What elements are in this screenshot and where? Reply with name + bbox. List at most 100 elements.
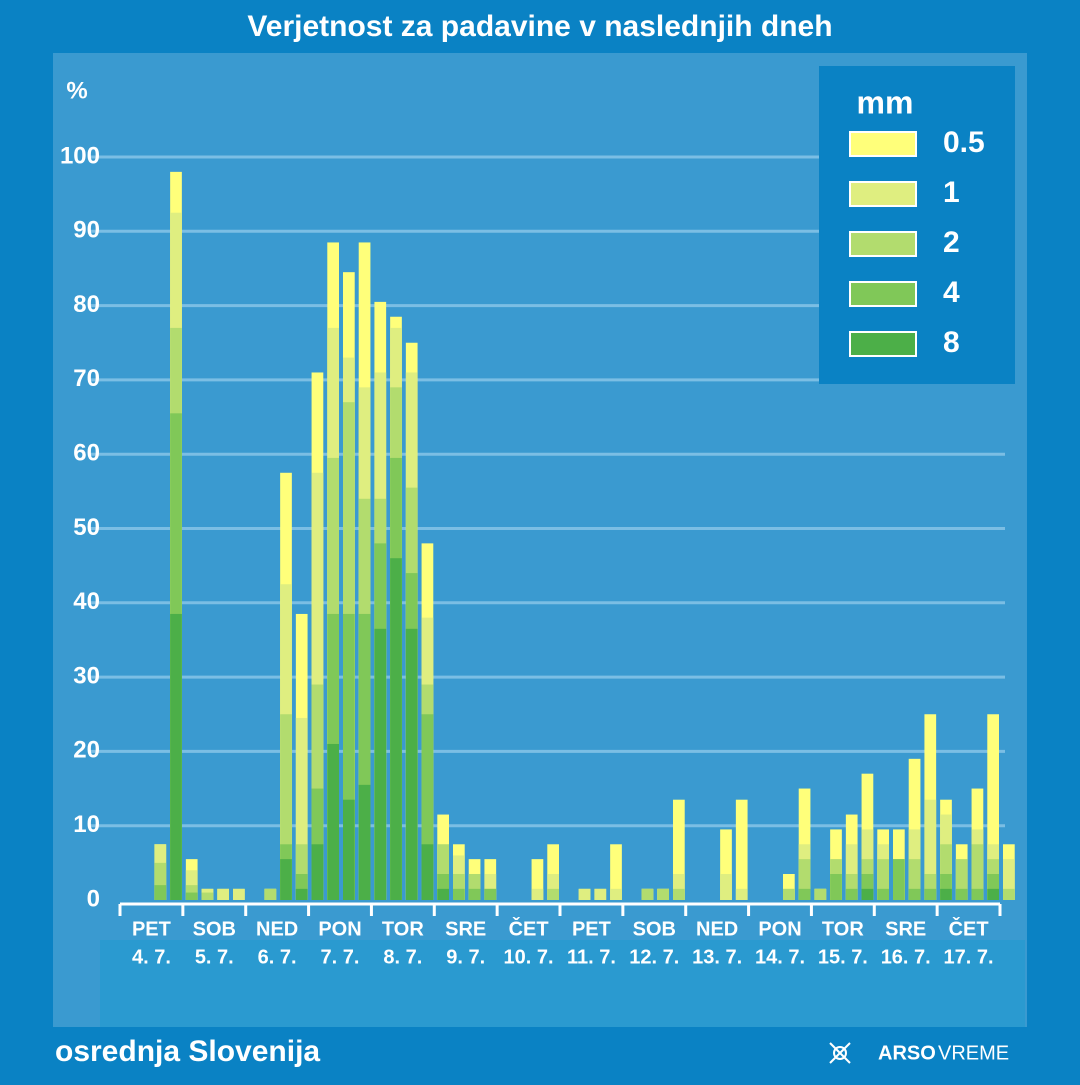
bar	[735, 888, 748, 900]
day-label: SOB	[193, 918, 236, 940]
chart-title: Verjetnost za padavine v naslednjih dneh	[247, 10, 832, 43]
date-label: 14. 7.	[755, 946, 805, 968]
bar	[547, 888, 559, 900]
bar	[908, 888, 921, 900]
bar	[720, 873, 732, 900]
bar	[468, 873, 481, 900]
legend-label: 8	[943, 326, 960, 359]
bar	[845, 888, 858, 900]
bar	[531, 859, 544, 900]
bar	[610, 888, 622, 900]
bar	[940, 873, 952, 900]
y-tick-label: 80	[73, 291, 100, 318]
y-tick-label: 100	[60, 142, 100, 169]
bar	[547, 873, 559, 900]
bar	[343, 799, 355, 900]
bar	[830, 873, 842, 900]
bar	[358, 613, 371, 900]
bar	[641, 888, 654, 900]
bar	[437, 844, 449, 900]
bar	[908, 859, 921, 900]
bar	[940, 888, 952, 900]
day-label: PON	[758, 918, 801, 940]
day-label: PON	[318, 918, 361, 940]
bar	[343, 613, 355, 900]
legend-label: 1	[943, 176, 960, 209]
day-label: SRE	[445, 918, 486, 940]
bar	[327, 743, 339, 900]
day-label: PET	[572, 918, 611, 940]
bar	[940, 844, 952, 900]
date-label: 9. 7.	[446, 946, 485, 968]
legend-label: 2	[943, 226, 960, 259]
bar	[547, 844, 559, 900]
bar	[971, 888, 984, 900]
y-tick-label: 30	[73, 662, 100, 689]
bar	[720, 829, 732, 900]
date-label: 17. 7.	[944, 946, 994, 968]
bar	[311, 844, 324, 900]
bar	[987, 873, 999, 900]
bar	[295, 844, 308, 900]
bar	[893, 859, 905, 900]
bar	[295, 717, 308, 900]
date-label: 10. 7.	[504, 946, 554, 968]
bar	[877, 888, 889, 900]
bar	[390, 558, 402, 900]
bar	[437, 888, 449, 900]
day-label: ČET	[949, 916, 989, 940]
region-label: osrednja Slovenija	[55, 1035, 320, 1068]
bar	[845, 844, 858, 900]
day-label: TOR	[822, 918, 864, 940]
y-tick-label: 0	[87, 885, 100, 912]
bar	[594, 888, 607, 900]
bar	[217, 888, 229, 900]
bar	[233, 888, 245, 900]
bar	[657, 888, 669, 900]
bar	[421, 714, 434, 900]
date-label: 16. 7.	[881, 946, 931, 968]
bar	[673, 888, 685, 900]
legend-swatch	[849, 181, 917, 207]
bar	[1003, 888, 1015, 900]
bar	[405, 628, 418, 900]
y-axis-label: %	[66, 77, 87, 104]
bar	[374, 628, 387, 900]
bar	[783, 873, 795, 900]
bar	[484, 873, 497, 900]
bar	[295, 888, 308, 900]
bar	[280, 714, 292, 900]
date-label: 8. 7.	[383, 946, 422, 968]
bar	[421, 844, 434, 900]
legend-swatch	[849, 331, 917, 357]
bar	[610, 844, 622, 900]
y-tick-label: 10	[73, 811, 100, 838]
bar	[955, 888, 968, 900]
bar	[673, 799, 685, 900]
y-tick-label: 50	[73, 514, 100, 541]
bar	[453, 888, 465, 900]
bar	[578, 888, 591, 900]
bar	[484, 888, 497, 900]
date-label: 6. 7.	[258, 946, 297, 968]
brand-sub: VREME	[938, 1042, 1009, 1064]
bar	[453, 873, 465, 900]
legend-label: 0.5	[943, 126, 985, 159]
bar	[924, 799, 937, 900]
legend-title: mm	[857, 84, 914, 120]
bar	[924, 873, 937, 900]
date-label: 13. 7.	[692, 946, 742, 968]
bar	[358, 784, 371, 900]
bar	[280, 859, 292, 900]
legend-swatch	[849, 131, 917, 157]
bar	[877, 859, 889, 900]
y-tick-label: 70	[73, 365, 100, 392]
bar	[861, 873, 874, 900]
day-label: SRE	[885, 918, 926, 940]
legend-swatch	[849, 231, 917, 257]
date-label: 5. 7.	[195, 946, 234, 968]
bar	[185, 892, 198, 900]
legend-label: 4	[943, 276, 960, 309]
